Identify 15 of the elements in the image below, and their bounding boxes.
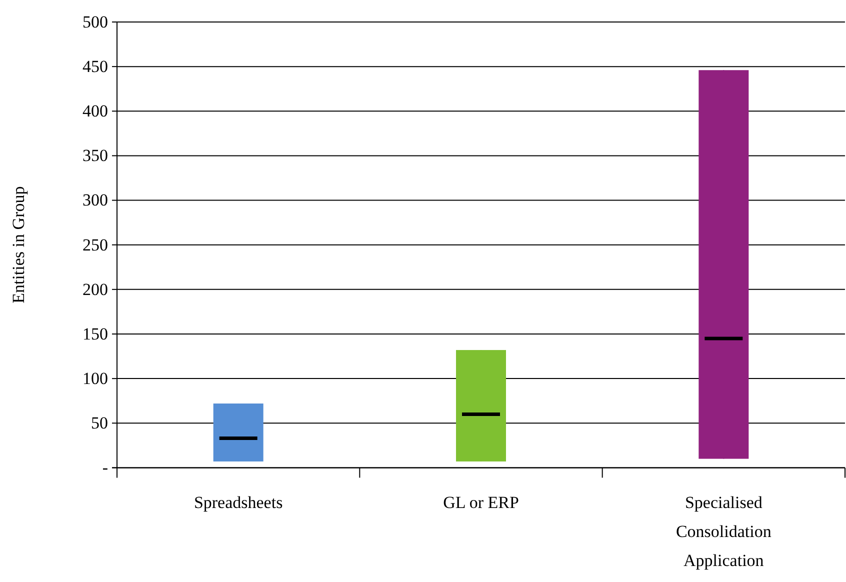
y-tick-label: 500 [82,12,108,32]
y-tick-label: 350 [82,146,108,166]
y-tick-label: 250 [82,235,108,254]
y-tick-label: 200 [82,280,108,299]
y-tick-label: 400 [82,102,108,121]
y-tick-label: 50 [91,414,108,433]
x-tick-label: GL or ERP [443,493,519,512]
y-tick-label: 150 [82,324,108,344]
x-tick-label: Specialised Consolidation Application [676,493,772,570]
x-tick-label: Spreadsheets [194,493,283,512]
y-axis-title: Entities in Group [9,186,28,304]
y-tick-label: - [102,458,108,478]
y-tick-label: 300 [82,190,108,210]
y-tick-label: 450 [82,57,108,76]
y-tick-label: 100 [82,369,108,388]
